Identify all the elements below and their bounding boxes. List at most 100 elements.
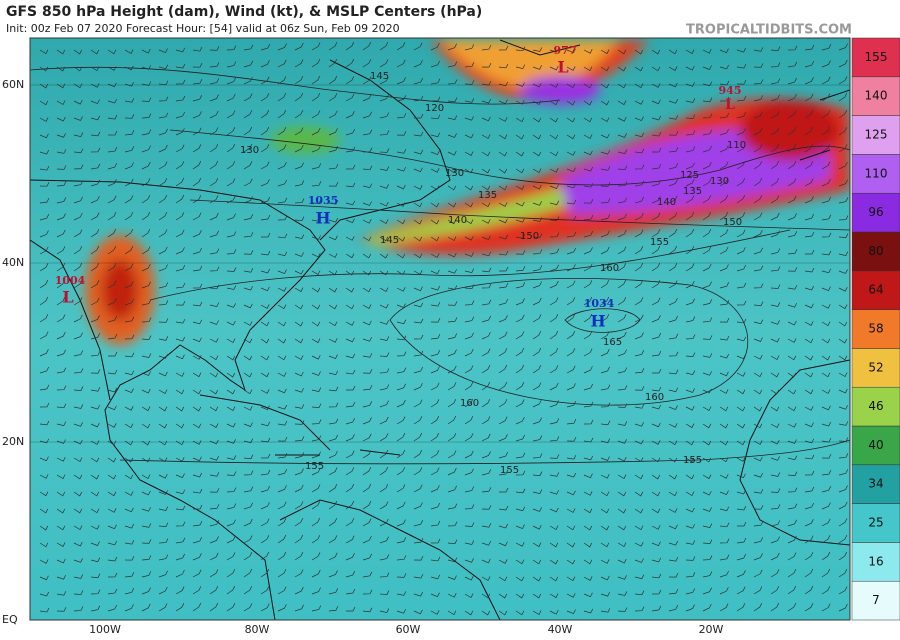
wind-barb <box>651 541 661 547</box>
wind-barb <box>532 507 542 512</box>
wind-barb <box>379 590 390 595</box>
wind-barb <box>447 269 457 274</box>
wind-barb <box>668 245 678 255</box>
contour-label: 125 <box>680 170 699 181</box>
wind-barb <box>107 572 118 578</box>
wind-barb <box>73 297 83 306</box>
wind-barb <box>668 195 678 204</box>
wind-barb <box>838 59 848 68</box>
wind-barb <box>770 536 780 544</box>
wind-barb <box>447 252 457 258</box>
wind-barb <box>464 252 474 257</box>
wind-barb <box>90 163 101 170</box>
wind-barb <box>532 471 543 476</box>
wind-barb <box>56 474 66 480</box>
wind-barb <box>328 270 338 276</box>
wind-barb <box>770 355 780 361</box>
wind-barb <box>702 246 712 255</box>
lon-label: 20W <box>699 623 724 636</box>
wind-barb <box>192 230 202 238</box>
wind-barb <box>345 128 356 136</box>
wind-barb <box>634 590 645 596</box>
wind-barb <box>770 520 781 527</box>
wind-barb <box>447 485 457 493</box>
wind-barb <box>107 280 117 289</box>
wind-barb <box>481 540 491 546</box>
wind-barb <box>600 279 610 289</box>
wind-barb <box>600 133 610 139</box>
wind-barb <box>243 486 254 493</box>
wind-barb <box>379 320 389 325</box>
wind-barb <box>447 301 458 306</box>
wind-barb <box>243 372 253 378</box>
wind-barb <box>226 568 236 578</box>
wind-barb <box>413 449 423 459</box>
wind-barb <box>532 435 543 442</box>
wind-barb <box>124 162 134 170</box>
wind-barb <box>549 490 559 495</box>
wind-barb <box>464 382 474 391</box>
wind-barb <box>39 591 50 597</box>
wind-barb <box>345 450 355 459</box>
wind-barb <box>617 367 628 374</box>
wind-barb <box>566 436 577 442</box>
wind-barb <box>124 178 134 187</box>
wind-barb <box>90 387 101 392</box>
wind-barb <box>668 588 679 595</box>
wind-barb <box>141 388 151 394</box>
wind-barb <box>515 282 526 289</box>
wind-barb <box>702 457 712 463</box>
wind-barb <box>651 508 661 514</box>
wind-barb <box>668 524 678 530</box>
wind-barb <box>770 177 780 187</box>
wind-barb <box>345 535 355 544</box>
wind-barb <box>413 219 423 225</box>
wind-barb <box>600 366 610 374</box>
wind-barb <box>787 439 797 444</box>
wind-barb <box>141 129 152 136</box>
wind-barb <box>498 576 508 582</box>
wind-barb <box>515 201 525 207</box>
wind-barb <box>668 556 679 562</box>
wind-barb <box>90 491 100 497</box>
wind-barb <box>719 538 730 544</box>
wind-barb <box>651 315 661 323</box>
wind-barb <box>56 508 66 514</box>
wind-barb <box>73 491 83 497</box>
wind-barb <box>192 456 202 462</box>
wind-barb <box>838 603 848 612</box>
wind-barb <box>90 196 100 204</box>
wind-barb <box>549 280 559 289</box>
wind-barb <box>277 569 287 578</box>
wind-barb <box>566 100 576 106</box>
wind-barb <box>73 422 83 427</box>
wind-barb <box>600 559 610 564</box>
wind-barb <box>719 80 730 86</box>
wind-barb <box>379 201 389 207</box>
wind-barb <box>770 372 780 378</box>
wind-barb <box>56 542 66 547</box>
wind-barb <box>277 76 287 85</box>
wind-barb <box>770 248 781 255</box>
wind-barb <box>430 520 441 527</box>
wind-barb <box>566 231 577 238</box>
wind-barb <box>804 438 815 444</box>
wind-barb <box>736 537 747 544</box>
wind-barb <box>362 607 373 613</box>
wind-barb <box>498 541 508 547</box>
wind-barb <box>362 553 372 561</box>
wind-barb <box>719 440 729 446</box>
center-symbol: H <box>590 312 605 331</box>
wind-barb <box>668 66 678 71</box>
wind-barb <box>583 592 593 598</box>
wind-barb <box>56 165 67 170</box>
wind-barb <box>39 474 49 479</box>
contour-label: 160 <box>600 263 619 274</box>
wind-barb <box>362 353 373 358</box>
wind-barb <box>345 111 355 119</box>
wind-barb <box>532 576 542 582</box>
wind-barb <box>719 603 729 612</box>
wind-barb <box>668 98 678 104</box>
wind-barb <box>668 212 678 221</box>
wind-barb <box>498 348 508 357</box>
